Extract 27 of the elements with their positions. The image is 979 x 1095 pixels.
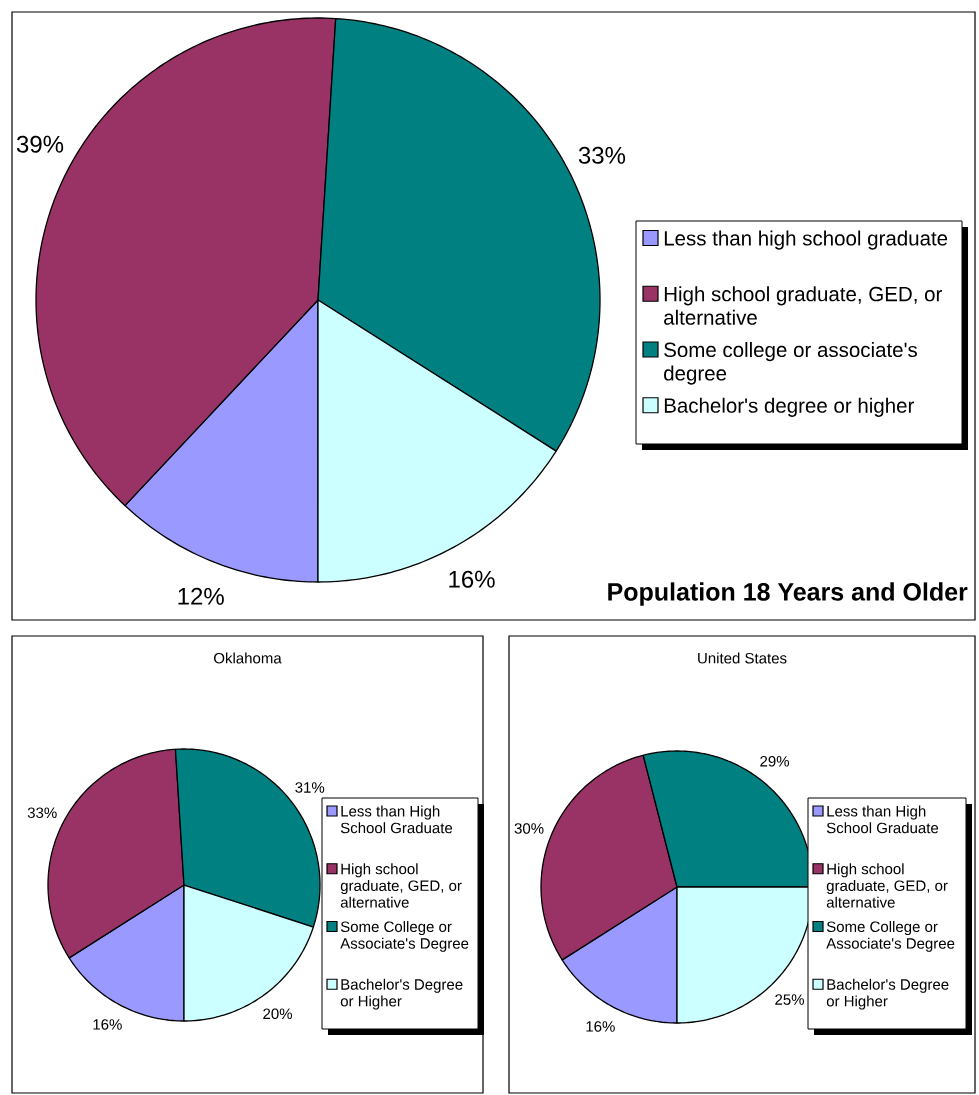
legend-label: Bachelor's Degree or Higher [826, 978, 949, 1010]
legend-label: High school graduate, GED, or alternative [664, 286, 942, 325]
legend-label: High school graduate, GED, or alternative [340, 863, 462, 908]
data-label: 12% [178, 587, 224, 605]
legend-label: Some college or associate's degree [664, 342, 918, 385]
data-label: 16% [449, 570, 495, 588]
data-label: 33% [27, 807, 57, 819]
data-label: 29% [760, 755, 789, 767]
chart-title: United States [698, 652, 787, 664]
data-label: 39% [16, 135, 64, 153]
data-label: 31% [295, 782, 325, 793]
legend-label: Some College or Associate's Degree [826, 921, 955, 952]
data-label: 16% [586, 1021, 615, 1032]
data-label: 25% [775, 994, 804, 1005]
legend-label: Bachelor's degree or higher [664, 397, 915, 417]
legend-label: Less than High School Graduate [340, 805, 453, 834]
data-label: 16% [93, 1019, 122, 1030]
data-label: 30% [514, 823, 544, 834]
legend-label: Bachelor's Degree or Higher [340, 978, 463, 1010]
legend-label: Less than high school graduate [664, 230, 948, 250]
data-label: 33% [578, 146, 626, 164]
legend-label: High school graduate, GED, or alternative [826, 863, 948, 908]
text: Population 18 Years and Older [608, 582, 968, 606]
legend-label: Some College or Associate's Degree [340, 921, 469, 952]
chart-title: Oklahoma [214, 652, 282, 664]
legend-label: Less than High School Graduate [826, 805, 939, 834]
data-label: 20% [263, 1008, 292, 1020]
